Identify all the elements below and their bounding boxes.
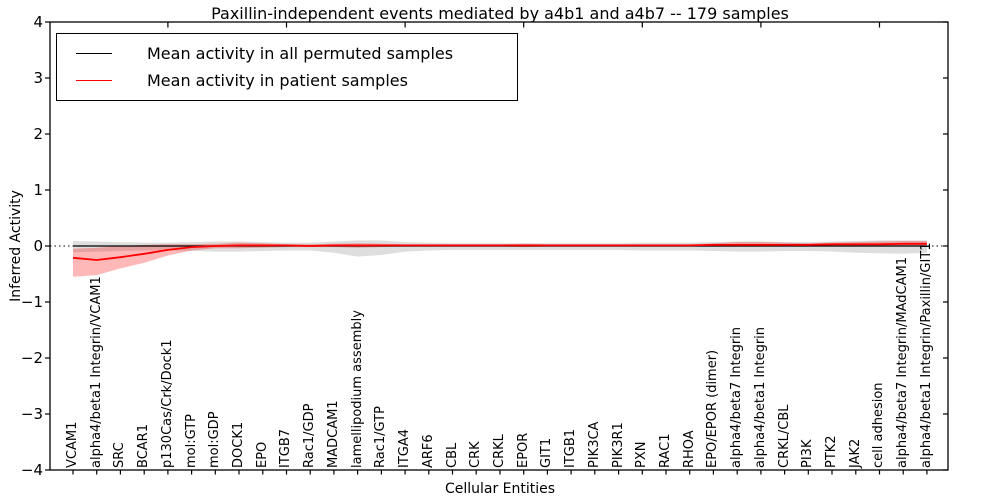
y-tick-label: 0: [33, 237, 43, 255]
x-tick-label: MADCAM1: [325, 400, 341, 468]
x-tick-label: PXN: [634, 441, 650, 468]
x-tick-label: SRC: [112, 442, 128, 468]
x-tick-label: VCAM1: [65, 421, 80, 468]
y-tick-label: −3: [20, 405, 43, 423]
y-tick-label: −2: [20, 349, 43, 367]
x-tick-label: RHOA: [681, 430, 697, 468]
x-tick-label: cell adhesion: [871, 382, 887, 468]
x-tick-label: EPO/EPOR (dimer): [705, 349, 721, 468]
x-tick-label: GIT1: [539, 437, 555, 468]
x-tick-label: alpha4/beta7 Integrin/MAdCAM1: [895, 257, 911, 468]
permuted-line-sample-icon: [76, 53, 112, 54]
x-tick-label: CRKL: [491, 434, 507, 468]
x-tick-label: DOCK1: [231, 421, 247, 468]
y-tick-label: 4: [33, 13, 43, 31]
x-tick-label: alpha4/beta1 Integrin: [752, 326, 768, 468]
x-tick-label: alpha4/beta1 Integrin/Paxillin/GIT1: [918, 242, 934, 468]
x-tick-label: ITGB1: [563, 428, 579, 468]
x-axis-label: Cellular Entities: [444, 481, 556, 497]
x-tick-label: PIK3CA: [586, 421, 602, 468]
x-tick-label: Rac1/GDP: [302, 403, 318, 468]
legend-item-permuted: Mean activity in all permuted samples: [57, 40, 517, 67]
y-tick-label: 3: [33, 69, 43, 87]
x-tick-label: lamellipodium assembly: [349, 310, 365, 468]
x-tick-label: mol:GTP: [183, 414, 199, 468]
line-patient: [72, 242, 927, 261]
x-tick-label: ITGA4: [397, 428, 413, 468]
x-tick-label: BCAR1: [136, 424, 152, 468]
x-tick-label: JAK2: [847, 438, 863, 468]
x-tick-label: EPO: [254, 441, 270, 468]
x-tick-label: p130Cas/Crk/Dock1: [159, 339, 175, 468]
legend: Mean activity in all permuted samples Me…: [56, 33, 518, 101]
x-tick-label: Rac1/GTP: [373, 406, 389, 468]
legend-label-patient: Mean activity in patient samples: [147, 71, 408, 90]
x-tick-label: CRK: [468, 441, 484, 468]
y-tick-label: −1: [20, 293, 43, 311]
x-tick-label: RAC1: [658, 433, 673, 468]
x-tick-label: CBL: [444, 442, 460, 468]
legend-item-patient: Mean activity in patient samples: [57, 67, 517, 94]
y-tick-label: 2: [33, 125, 43, 143]
x-tick-label: EPOR: [515, 432, 531, 468]
x-tick-label: PIK3R1: [610, 422, 626, 468]
x-tick-label: PI3K: [800, 439, 816, 468]
x-tick-label: PTK2: [824, 435, 840, 468]
legend-label-permuted: Mean activity in all permuted samples: [147, 44, 454, 63]
x-tick-label: ARF6: [420, 434, 436, 468]
chart-title: Paxillin-independent events mediated by …: [211, 4, 789, 23]
x-tick-label: CRKL/CBL: [776, 404, 792, 469]
x-tick-label: mol:GDP: [207, 411, 223, 468]
x-tick-label: alpha4/beta7 Integrin: [729, 326, 745, 468]
x-tick-label: alpha4/beta1 Integrin/VCAM1: [88, 276, 104, 468]
x-tick-label: ITGB7: [278, 428, 294, 468]
y-tick-label: −4: [20, 461, 43, 479]
y-tick-label: 1: [33, 181, 43, 199]
patient-line-sample-icon: [76, 80, 112, 81]
